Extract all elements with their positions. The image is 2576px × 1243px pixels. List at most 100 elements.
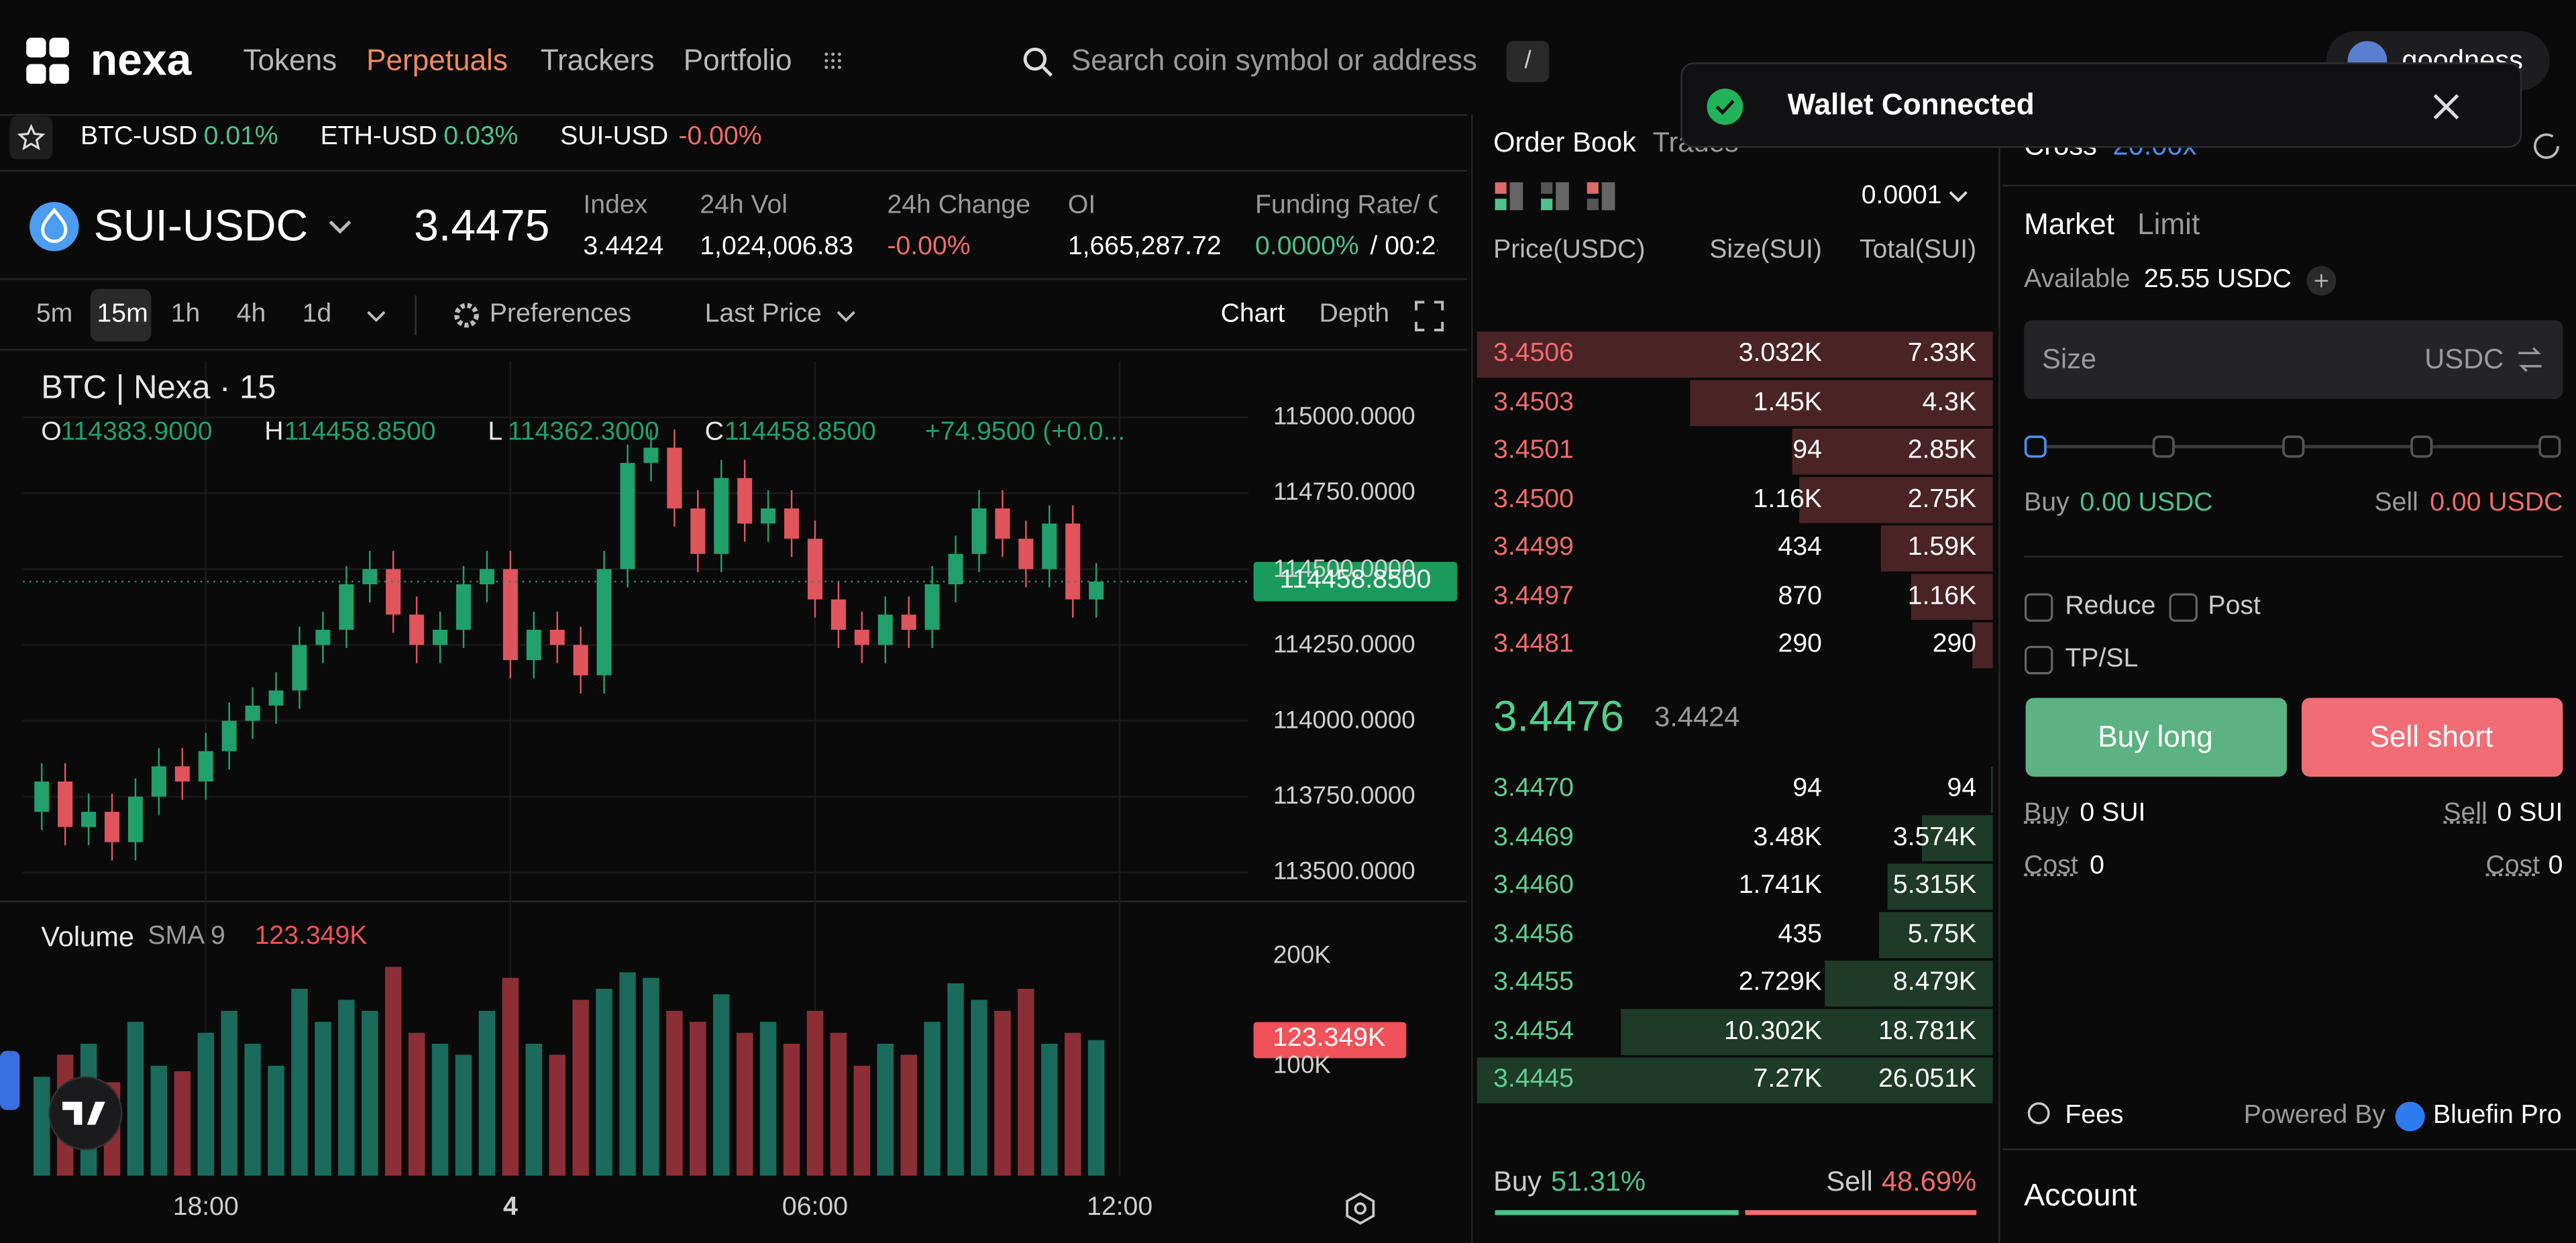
fullscreen-icon[interactable]: [1415, 301, 1444, 331]
apps-icon[interactable]: [837, 59, 841, 63]
sell-amount: 0.00 USDC: [2430, 488, 2563, 517]
volume-bar: [1087, 1040, 1105, 1176]
x-tick-label: 18:00: [172, 1193, 239, 1222]
book-price[interactable]: 3.4445: [1493, 1065, 1574, 1093]
sell-cost: 0: [2548, 851, 2563, 880]
buy-button[interactable]: [2025, 698, 2287, 777]
book-price[interactable]: 3.4500: [1493, 484, 1574, 513]
book-price[interactable]: 3.4470: [1493, 774, 1574, 803]
book-price[interactable]: 3.4506: [1493, 339, 1574, 368]
powered-by: Powered By: [2243, 1101, 2385, 1130]
size-input[interactable]: [2024, 320, 2563, 399]
slider-stop[interactable]: [2282, 435, 2305, 458]
volume-bar: [759, 1022, 777, 1176]
apps-icon[interactable]: [831, 65, 835, 69]
tab[interactable]: Order Book: [1493, 127, 1637, 158]
pair-name[interactable]: SUI-USDC: [93, 201, 309, 251]
book-size: 1.741K: [1738, 871, 1822, 900]
layout-icon[interactable]: [1495, 182, 1507, 194]
book-price[interactable]: 3.4501: [1493, 436, 1574, 465]
favorite-button[interactable]: [9, 116, 53, 160]
apps-icon[interactable]: [824, 59, 828, 63]
volume-bar: [244, 1044, 261, 1176]
book-price[interactable]: 3.4454: [1493, 1016, 1574, 1045]
slider-stop[interactable]: [2024, 435, 2047, 458]
book-price[interactable]: 3.4497: [1493, 582, 1574, 610]
order-type-tab[interactable]: Limit: [2137, 208, 2200, 241]
price-type-select[interactable]: Last Price: [704, 300, 822, 329]
depth-bar: [1825, 960, 1993, 1007]
apps-icon[interactable]: [824, 52, 828, 56]
candle-body: [58, 781, 73, 827]
book-price[interactable]: 3.4499: [1493, 533, 1574, 561]
side-tab[interactable]: [0, 1050, 20, 1110]
nav-link[interactable]: Tokens: [243, 44, 337, 77]
slider-stop[interactable]: [2538, 435, 2561, 458]
nav-link[interactable]: Portfolio: [683, 44, 792, 77]
ohlc-key: O: [41, 418, 62, 447]
book-price[interactable]: 3.4481: [1493, 630, 1574, 659]
candle-body: [643, 447, 659, 464]
apps-icon[interactable]: [824, 65, 828, 69]
preferences-button[interactable]: Preferences: [489, 300, 632, 329]
settings-icon[interactable]: [1346, 1192, 1375, 1225]
stat-value: -0.00%: [887, 233, 971, 261]
view-tab[interactable]: Chart: [1220, 300, 1285, 329]
fees-link[interactable]: Fees: [2065, 1101, 2124, 1130]
sell-label: Sell: [1826, 1166, 1873, 1198]
interval-button[interactable]: 5m: [36, 300, 73, 329]
book-price[interactable]: 3.4469: [1493, 823, 1574, 851]
candle-body: [877, 614, 893, 645]
ticker-symbol[interactable]: ETH-USD: [320, 123, 437, 151]
book-price[interactable]: 3.4503: [1493, 388, 1574, 417]
apps-icon[interactable]: [837, 52, 841, 56]
stat-value: 1,024,006.83: [700, 233, 854, 261]
ohlc-value: 114458.8500: [724, 418, 876, 447]
apps-icon[interactable]: [831, 59, 835, 63]
volume-tag-label: 123.349K: [1273, 1024, 1386, 1053]
buy-cost: 0: [2090, 851, 2104, 880]
sell-label: Sell: [2374, 488, 2418, 517]
volume-bar: [643, 977, 659, 1176]
book-price[interactable]: 3.4460: [1493, 871, 1574, 900]
x-tick-label: 12:00: [1087, 1193, 1153, 1222]
volume-bar: [197, 1032, 214, 1176]
ticker-symbol[interactable]: BTC-USD: [80, 123, 198, 151]
checkbox[interactable]: [2169, 593, 2198, 622]
checkbox[interactable]: [2025, 645, 2053, 675]
volume-bar: [971, 999, 987, 1176]
y-tick-label: 114750.0000: [1273, 479, 1415, 507]
view-tab[interactable]: Depth: [1319, 300, 1390, 329]
chevron: [1949, 191, 1968, 203]
interval-button[interactable]: 1h: [170, 300, 201, 329]
sell-button[interactable]: [2302, 698, 2563, 777]
volume-bar: [127, 1022, 144, 1176]
precision-select[interactable]: 0.0001: [1861, 182, 1942, 210]
apps-icon[interactable]: [831, 52, 835, 56]
nav-link[interactable]: Perpetuals: [366, 44, 508, 77]
apps-icon[interactable]: [837, 65, 841, 69]
order-type-tab[interactable]: Market: [2024, 208, 2114, 241]
book-price[interactable]: 3.4455: [1493, 968, 1574, 997]
nav-link[interactable]: Trackers: [540, 44, 655, 77]
interval-active: [90, 288, 152, 342]
interval-button[interactable]: 15m: [97, 300, 148, 329]
layout-icon[interactable]: [1587, 182, 1599, 194]
depth-bar: [1477, 331, 1993, 378]
book-total: 4.3K: [1922, 388, 1977, 417]
interval-button[interactable]: 4h: [236, 300, 266, 329]
slider-stop[interactable]: [2410, 435, 2433, 458]
chart-logo-mark: [62, 1101, 105, 1125]
interval-button[interactable]: 1d: [302, 300, 332, 329]
slider-stop[interactable]: [2152, 435, 2175, 458]
checkbox[interactable]: [2025, 593, 2053, 622]
search-input[interactable]: Search coin symbol or address: [1071, 44, 1477, 77]
book-price[interactable]: 3.4456: [1493, 920, 1574, 949]
candle-body: [502, 569, 518, 661]
ohlc-change: +74.9500 (+0.0...: [924, 418, 1126, 447]
volume-bar: [431, 1044, 449, 1176]
candle-body: [854, 629, 869, 645]
layout-icon[interactable]: [1541, 182, 1553, 194]
ticker-symbol[interactable]: SUI-USD: [560, 123, 669, 151]
power-icon[interactable]: [2533, 133, 2559, 159]
